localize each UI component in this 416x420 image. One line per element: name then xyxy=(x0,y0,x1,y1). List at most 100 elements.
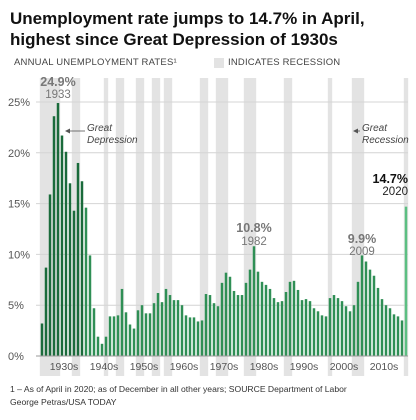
y-tick-label: 25% xyxy=(8,97,30,109)
y-tick-label: 0% xyxy=(8,351,24,363)
bar xyxy=(300,300,304,356)
bar xyxy=(132,328,136,356)
bar xyxy=(272,298,276,356)
bar xyxy=(332,295,336,356)
bar xyxy=(136,310,140,356)
bar xyxy=(364,261,368,356)
bar xyxy=(152,303,156,356)
chart-subtitle: ANNUAL UNEMPLOYMENT RATES¹ xyxy=(14,57,177,68)
footnote: 1 – As of April in 2020; as of December … xyxy=(10,384,347,394)
bar xyxy=(96,336,100,356)
x-tick-label: 1930s xyxy=(50,361,79,373)
y-tick-label: 10% xyxy=(8,249,30,261)
bar xyxy=(188,317,192,356)
bar xyxy=(40,323,44,356)
bar xyxy=(312,308,316,356)
bar xyxy=(196,321,200,356)
bar xyxy=(264,284,268,356)
bar xyxy=(248,269,252,356)
recession-band xyxy=(327,78,333,376)
bar xyxy=(144,313,148,356)
bar xyxy=(44,267,48,356)
bar xyxy=(284,291,288,356)
bar xyxy=(172,300,176,356)
bar xyxy=(392,314,396,356)
bar xyxy=(376,287,380,356)
callout-year: 1933 xyxy=(45,89,71,101)
bar xyxy=(180,305,184,356)
annotation-arrowhead xyxy=(353,128,358,134)
bar xyxy=(104,336,108,356)
bar xyxy=(48,194,52,356)
recession-band xyxy=(103,78,109,376)
bar xyxy=(212,303,216,356)
bar xyxy=(208,295,212,356)
bar xyxy=(324,316,328,356)
bar xyxy=(60,135,64,356)
annotation-great-recession: Great xyxy=(362,123,388,134)
bar xyxy=(404,206,408,356)
recession-band xyxy=(283,78,293,376)
bar xyxy=(164,288,168,356)
y-tick-label: 20% xyxy=(8,148,30,160)
bar xyxy=(168,295,172,356)
callout-year: 2020 xyxy=(382,186,408,198)
recession-band xyxy=(135,78,145,376)
bar xyxy=(80,181,84,356)
callout-value: 14.7% xyxy=(373,172,408,186)
bar xyxy=(156,293,160,356)
bar xyxy=(52,116,56,356)
chart-title: Unemployment rate jumps to 14.7% in Apri… xyxy=(10,8,410,50)
bar xyxy=(124,312,128,356)
bar xyxy=(216,306,220,356)
x-tick-label: 1970s xyxy=(210,361,239,373)
bar xyxy=(56,103,60,357)
bar xyxy=(76,162,80,356)
bar xyxy=(112,316,116,356)
bar xyxy=(200,320,204,356)
bar xyxy=(380,299,384,356)
callout-year: 1982 xyxy=(241,236,267,248)
bar xyxy=(92,308,96,356)
bar xyxy=(276,302,280,356)
bar xyxy=(368,269,372,356)
bar xyxy=(116,315,120,356)
bar xyxy=(256,271,260,356)
bar xyxy=(128,324,132,356)
bar xyxy=(252,246,256,356)
bar xyxy=(68,183,72,356)
bar xyxy=(108,316,112,356)
bar xyxy=(360,255,364,356)
y-tick-label: 5% xyxy=(8,300,24,312)
title-line-1: Unemployment rate jumps to 14.7% in Apri… xyxy=(10,9,365,28)
title-line-2: highest since Great Depression of 1930s xyxy=(10,30,338,49)
y-tick-label: 15% xyxy=(8,199,30,211)
x-tick-label: 1960s xyxy=(170,361,199,373)
recession-legend-label: INDICATES RECESSION xyxy=(228,57,341,68)
bar xyxy=(328,298,332,356)
x-tick-label: 1950s xyxy=(130,361,159,373)
bar xyxy=(268,288,272,356)
x-tick-label: 1980s xyxy=(250,361,279,373)
bar xyxy=(344,306,348,356)
bar xyxy=(384,305,388,356)
bar xyxy=(296,289,300,356)
x-tick-label: 2000s xyxy=(330,361,359,373)
bar xyxy=(336,298,340,356)
bar xyxy=(160,302,164,356)
bar xyxy=(260,281,264,356)
bar xyxy=(176,300,180,356)
bar xyxy=(220,282,224,356)
bar xyxy=(100,343,104,356)
annotation-great-recession: Recession xyxy=(362,135,409,146)
bar xyxy=(396,316,400,356)
recession-band xyxy=(71,78,81,376)
bar xyxy=(292,280,296,356)
recession-band xyxy=(163,78,173,376)
recession-band xyxy=(115,78,125,376)
bar xyxy=(148,313,152,356)
credit: George Petras/USA TODAY xyxy=(10,397,117,407)
bar xyxy=(320,315,324,356)
bar xyxy=(184,315,188,356)
